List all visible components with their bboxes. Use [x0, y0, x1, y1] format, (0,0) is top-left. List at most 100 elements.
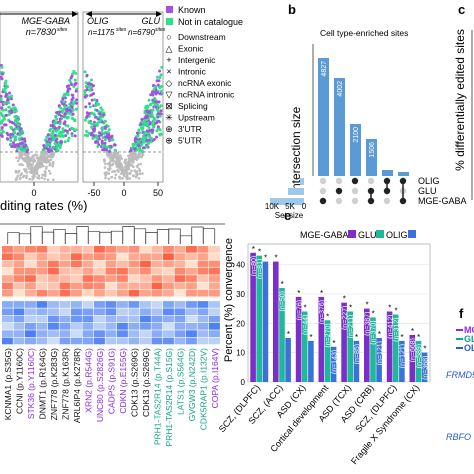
- plot2-n-left: n=1175: [88, 28, 115, 37]
- bar-n-label: (n=121): [400, 344, 407, 368]
- scatter-point-ns: [28, 177, 32, 181]
- heatmap-cell: [13, 301, 25, 308]
- heatmap-cell: [59, 289, 71, 297]
- legend-swatch-olig: [408, 230, 416, 238]
- scatter-point: [112, 153, 116, 157]
- scatter-point: [14, 138, 17, 142]
- scatter-point: [136, 139, 140, 143]
- heatmap-cell: [82, 267, 94, 275]
- scatter-point: [42, 151, 45, 155]
- heatmap-cell: [163, 301, 174, 308]
- scatter-point: [96, 117, 100, 121]
- scatter-point: [67, 136, 71, 140]
- scatter-point: [152, 90, 156, 94]
- heatmap-cell: [140, 282, 151, 290]
- scatter-point: [74, 71, 78, 75]
- tick-label: 50: [153, 188, 163, 198]
- heatmap-cell: [174, 315, 186, 323]
- heatmap-cell: [197, 282, 209, 290]
- significance-star: *: [326, 312, 329, 321]
- scatter-point-ns: [128, 156, 131, 160]
- heatmap-cell: [209, 315, 220, 323]
- heatmap-cell: [174, 267, 186, 275]
- heatmap-cell: [163, 315, 174, 323]
- heatmap-cell: [163, 267, 174, 275]
- scatter-point-ns: [107, 172, 111, 175]
- plot2-n-left-sup: sites: [116, 27, 127, 33]
- scatter-point: [71, 108, 75, 112]
- scatter-point: [94, 140, 98, 144]
- scatter-point: [65, 109, 69, 113]
- scatter-point: [97, 131, 101, 135]
- region-glyph-icon: ⊠: [165, 101, 173, 111]
- scatter-point-ns: [35, 154, 39, 157]
- scatter-point: [61, 135, 65, 138]
- scatter-point: [110, 153, 113, 157]
- scatter-point: [152, 117, 156, 121]
- heatmap-cell: [71, 289, 82, 297]
- scatter-point-ns: [24, 157, 28, 161]
- set-size-bar: [300, 178, 304, 185]
- scatter-point-ns: [25, 168, 28, 171]
- heatmap-cell: [128, 260, 140, 268]
- panel-label-c: c: [458, 2, 465, 17]
- bar-n-label: (n=44): [303, 315, 310, 335]
- heatmap-cell: [13, 267, 25, 275]
- scatter-point: [107, 137, 111, 141]
- scatter-point-ns: [131, 154, 134, 157]
- scatter-point: [90, 111, 94, 115]
- dendrogram-branch: [87, 231, 101, 244]
- scatter-point: [93, 113, 97, 117]
- intersection-bar: [334, 78, 345, 176]
- heatmap-cell: [117, 260, 128, 268]
- heatmap-cell: [197, 289, 209, 297]
- scatter-point: [142, 123, 145, 127]
- scatter-point: [147, 141, 150, 145]
- heatmap-cell: [48, 315, 59, 323]
- heatmap-cell: [174, 301, 186, 308]
- heatmap-cell: [13, 260, 25, 268]
- scatter-point: [70, 83, 73, 86]
- scatter-point: [85, 115, 89, 119]
- bar-mge-gaba: [318, 296, 325, 382]
- heatmap-cell: [2, 330, 13, 337]
- scatter-point: [61, 127, 65, 131]
- heatmap-cell: [197, 301, 209, 308]
- heatmap-cell: [48, 267, 59, 275]
- scatter-point: [71, 72, 75, 76]
- significance-star: *: [303, 304, 306, 313]
- bar-olig: [308, 340, 314, 382]
- heatmap-cell: [94, 289, 105, 297]
- heatmap-cell: [128, 323, 140, 330]
- scatter-point: [158, 69, 162, 73]
- significance-star: *: [275, 254, 278, 263]
- scatter-point-ns: [40, 154, 43, 158]
- scatter-point: [17, 123, 21, 127]
- bar-mge-gaba: [364, 308, 370, 382]
- heatmap-cell: [151, 289, 163, 297]
- dendrogram-branch: [133, 228, 147, 244]
- heatmap-cell: [36, 323, 48, 330]
- region-label: Splicing: [178, 101, 208, 111]
- legend-label-olig: OLIG: [386, 230, 408, 240]
- scatter-point-ns: [134, 175, 138, 179]
- scatter-point-ns: [43, 177, 46, 181]
- intersection-bar: [398, 172, 409, 176]
- heatmap-cell: [59, 253, 71, 260]
- plot2-n-right-sup: sites: [155, 27, 166, 33]
- heatmap-cell: [71, 323, 82, 330]
- heatmap-cell: [197, 323, 209, 330]
- heatmap-cell: [94, 267, 105, 275]
- scatter-point: [25, 146, 29, 150]
- region-label: ncRNA intronic: [178, 90, 235, 100]
- scatter-point: [140, 128, 144, 131]
- scatter-point: [131, 151, 135, 154]
- scatter-point-ns: [36, 176, 39, 179]
- set-label-olig: OLIG: [418, 176, 440, 186]
- matrix-dot: [319, 177, 327, 185]
- significance-star: *: [423, 345, 426, 354]
- dendrogram-branch: [64, 233, 78, 244]
- dendrogram-branch: [122, 226, 135, 244]
- heatmap-cell: [197, 253, 209, 260]
- heatmap-cell: [94, 275, 105, 282]
